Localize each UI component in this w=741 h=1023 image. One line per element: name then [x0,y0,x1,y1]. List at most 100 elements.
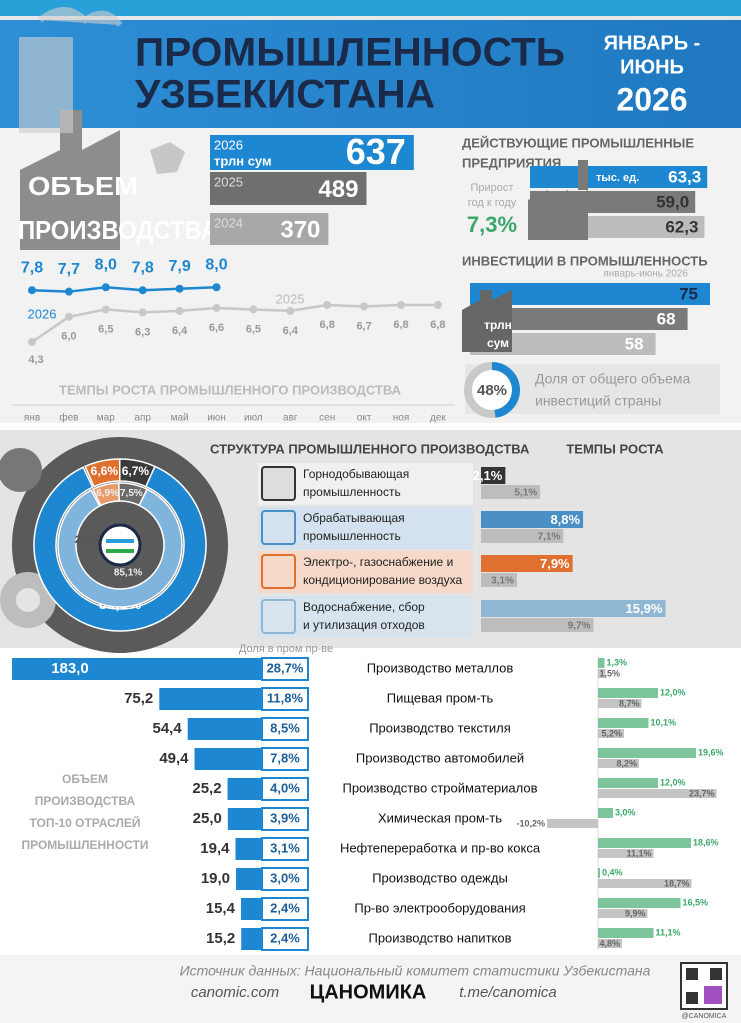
section-subtitle: январь-июнь 2026 [603,269,688,280]
growth-value: -10,2% [516,818,545,828]
growth-value: 3,0% [615,807,636,817]
industry-name: Производство металлов [367,660,514,675]
volume-value: 75,2 [124,690,153,707]
growth-value: 3,1% [491,576,514,587]
investment-bar [470,308,688,330]
column-header: Доля в пром пр-ве [239,643,333,655]
month-label: апр [134,413,151,424]
growth-value: 0,4% [602,867,623,877]
volume-bar [240,898,262,920]
share-box [261,657,309,681]
share-box [261,777,309,801]
sector-name: промышленность [303,485,401,499]
section-title: ДЕЙСТВУЮЩИЕ ПРОМЫШЛЕННЫЕ [462,135,694,150]
sector-name: промышленность [303,529,401,543]
donut-label: 6,9% [96,488,119,499]
growth-bar [598,898,681,908]
share-value: 28,7% [267,660,304,675]
growth-value: 18,7% [664,878,690,888]
point-label: 6,7 [356,320,371,332]
volume-bar [210,135,414,170]
growth-value: 23,7% [689,788,715,798]
flag-stripe [106,549,134,553]
growth-bar [598,718,649,728]
flag-stripe [106,539,134,543]
point-label: 4,3 [28,354,43,366]
point-label: 6,3 [135,326,150,338]
point-label: 6,8 [320,319,335,331]
section-title: ИНВЕСТИЦИИ В ПРОМЫШЛЕННОСТЬ [462,253,708,268]
qr-code [686,992,698,1004]
share-value: 4,0% [270,780,300,795]
growth-bar [598,909,648,918]
growth-bar [598,759,639,768]
month-label: июл [244,413,263,424]
industry-name: Пищевая пром-ть [387,690,494,705]
industry-name: Химическая пром-ть [378,810,502,825]
point-label: 8,0 [95,256,117,273]
point-label: 7,8 [132,259,154,276]
volume-value: 370 [280,216,320,243]
investment-bar [470,283,710,305]
industry-name: Производство стройматериалов [342,780,537,795]
growth-value: 18,6% [693,837,719,847]
point-label: 7,7 [58,261,80,278]
header-band [0,0,741,128]
sector-icon [261,554,296,589]
volume-year: 2026 [214,137,243,152]
factory-icon [528,160,588,240]
volume-year: 2025 [214,174,243,189]
month-label: дек [430,413,446,424]
ring-year: 2025 [75,534,99,546]
growth-bar [598,669,606,678]
source: Источник данных: Национальный комитет ст… [180,963,651,979]
growth-bar [598,939,622,948]
sector-name: и утилизация отходов [303,618,425,632]
share-box [261,747,309,771]
point-label: 6,0 [61,331,76,343]
growth-value: 15,9% [626,601,663,616]
growth-value: 8,8% [550,512,580,527]
chart-title: ТЕМПЫ РОСТА ПРОМЫШЛЕННОГО ПРОИЗВОДСТВА [59,382,402,397]
growth-value: 19,6% [698,747,724,757]
series-point [101,283,110,292]
share-value: 48% [477,382,507,399]
series-point [138,308,147,317]
period: ИЮНЬ [620,56,684,78]
donut-label: 85,1% [114,568,142,579]
sector-name: кондиционирование воздуха [303,573,462,587]
share-value: 2,4% [270,930,300,945]
qr-code [686,968,698,980]
growth-bar [598,838,691,848]
growth-bar [481,511,584,528]
volume-bar [210,172,367,205]
volume-bar [12,658,262,680]
share-value: 3,9% [270,810,300,825]
series-point [397,301,405,309]
donut-label: 7,5% [120,488,143,499]
investment-value: 68 [657,309,676,328]
month-label: июн [207,413,226,424]
volume-bar [241,928,262,950]
share-box [261,867,309,891]
share-box [261,837,309,861]
top10-title: ОБЪЕМ [62,772,108,786]
growth-bar [598,748,696,758]
industry-name: Пр-во электрооборудования [354,900,525,915]
top10-title: ПРОИЗВОДСТВА [35,794,136,808]
factory-icon [462,290,512,352]
section-title: ТЕМПЫ РОСТА [566,441,664,456]
growth-value: 7,9% [540,556,570,571]
growth-value: 7,1% [538,532,561,543]
series-point [212,303,221,312]
growth-bar [598,868,600,878]
enterprise-value: 59,0 [656,192,689,211]
gear [16,588,40,612]
enterprise-value: 62,3 [665,217,698,236]
growth-bar [598,808,613,818]
growth-bar [598,729,624,738]
growth-value: 10,1% [651,717,677,727]
point-label: 6,5 [98,323,113,335]
volume-value: 183,0 [51,660,89,677]
